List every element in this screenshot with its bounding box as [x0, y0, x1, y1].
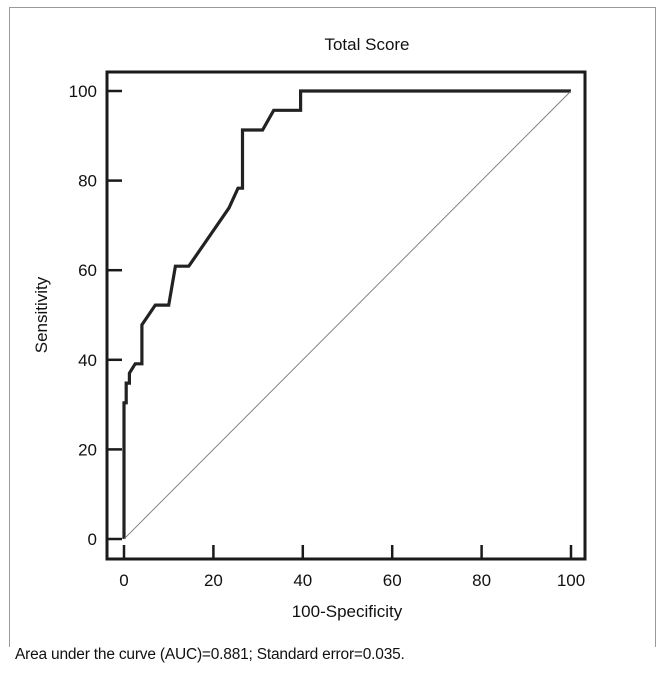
x-tick-label: 0 — [119, 571, 128, 590]
y-tick-label: 0 — [88, 530, 97, 549]
roc-curve-line — [122, 89, 571, 539]
y-axis-label: Sensitivity — [32, 276, 51, 353]
x-tick-label: 40 — [293, 571, 312, 590]
axis-ticks: 0 20 40 60 80 100 0 20 40 60 80 100 — [69, 82, 586, 590]
series-layer — [122, 89, 572, 540]
figure-caption: Area under the curve (AUC)=0.881; Standa… — [15, 646, 405, 663]
x-tick-label: 80 — [472, 571, 491, 590]
reference-diagonal-line — [123, 90, 572, 540]
roc-chart: Total Score 0 20 40 60 80 100 0 20 40 60 80 100 100… — [32, 35, 587, 621]
plot-frame — [105, 70, 587, 561]
y-tick-label: 60 — [78, 261, 97, 280]
y-tick-label: 20 — [78, 440, 97, 459]
x-tick-label: 100 — [557, 571, 585, 590]
x-axis-label: 100-Specificity — [292, 602, 403, 621]
x-tick-label: 20 — [204, 571, 223, 590]
figure-frame — [9, 7, 656, 647]
chart-title: Total Score — [324, 35, 409, 54]
y-tick-label: 80 — [78, 172, 97, 191]
y-tick-label: 100 — [69, 82, 97, 101]
y-tick-label: 40 — [78, 351, 97, 370]
x-tick-label: 60 — [383, 571, 402, 590]
